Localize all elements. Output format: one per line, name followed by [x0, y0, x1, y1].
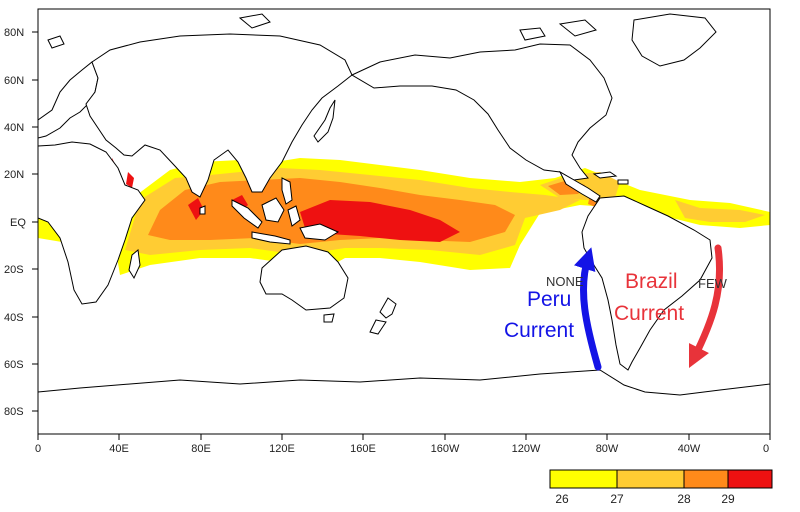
x-tick-label: 80W [596, 443, 619, 455]
greenland-outline [631, 13, 717, 67]
japan-outline [313, 99, 336, 143]
x-axis-labels: 0 40E 80E 120E 160E 160W 120W 80W 40W 0 [35, 443, 769, 455]
y-axis-labels: 80N 60N 40N 20N EQ 20S 40S 60S 80S [4, 27, 26, 418]
legend-swatch-27-28 [616, 469, 685, 489]
africa-outline [38, 141, 146, 305]
antarctica-outline [38, 369, 770, 434]
legend-label: 29 [721, 492, 735, 506]
x-tick-label: 160E [350, 443, 376, 455]
x-tick-marks [37, 434, 771, 440]
y-tick-label: 20N [4, 169, 24, 181]
x-tick-label: 120E [269, 443, 295, 455]
y-tick-marks [32, 31, 38, 412]
madagascar-outline [128, 249, 141, 280]
legend-swatch-26-27 [549, 469, 618, 489]
legend-label: 27 [610, 492, 624, 506]
legend-label: 26 [555, 492, 569, 506]
none-label: NONE [546, 274, 584, 289]
peru-current-label-line1: Peru [527, 288, 571, 311]
australia-outline [259, 245, 349, 311]
peru-current-arrow [573, 247, 602, 371]
y-tick-label: 40S [4, 312, 24, 324]
y-tick-label: 60N [4, 75, 24, 87]
asia-outline [85, 33, 353, 198]
y-tick-label: 80S [4, 406, 24, 418]
y-tick-label: EQ [10, 217, 26, 229]
x-tick-label: 160W [431, 443, 460, 455]
north-america-outline [350, 43, 613, 181]
brazil-current-label-line1: Brazil [625, 270, 678, 293]
x-tick-label: 0 [763, 443, 769, 455]
y-tick-label: 40N [4, 122, 24, 134]
y-tick-label: 20S [4, 264, 24, 276]
continent-outlines [38, 13, 770, 434]
few-label: FEW [698, 276, 728, 291]
brazil-current-label-line2: Current [614, 302, 684, 325]
peru-current-label-line2: Current [504, 319, 574, 342]
temperature-legend: 26 27 28 29 [549, 469, 773, 506]
x-tick-label: 40W [678, 443, 701, 455]
legend-label: 28 [677, 492, 691, 506]
y-tick-label: 60S [4, 359, 24, 371]
legend-swatch-28-29 [683, 469, 729, 489]
y-tick-label: 80N [4, 27, 24, 39]
x-tick-label: 120W [512, 443, 541, 455]
x-tick-label: 40E [109, 443, 129, 455]
x-tick-label: 80E [191, 443, 211, 455]
x-tick-label: 0 [35, 443, 41, 455]
legend-swatch-29-plus [727, 469, 773, 489]
brazil-current-arrow [688, 244, 724, 369]
